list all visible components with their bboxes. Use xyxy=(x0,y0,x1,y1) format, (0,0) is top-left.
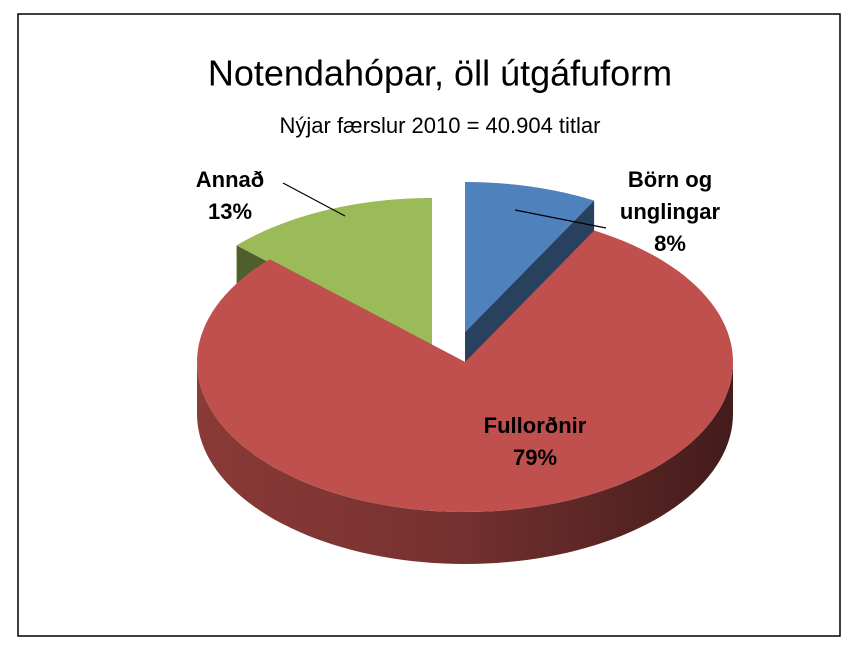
category-label: Börn og unglingar xyxy=(619,167,721,224)
chart-title: Notendahópar, öll útgáfuform xyxy=(208,53,672,94)
data-label: Annað 13% xyxy=(170,164,290,228)
category-label: Annað xyxy=(195,167,265,192)
slice xyxy=(236,198,432,348)
value-label: 13% xyxy=(207,199,253,224)
slice xyxy=(197,230,733,512)
labels: Börn og unglingar 8% Fullorðnir 79% Annað 13% xyxy=(170,164,745,474)
category-label: Fullorðnir xyxy=(483,413,587,438)
value-label: 8% xyxy=(654,231,686,256)
data-label: Börn og unglingar 8% xyxy=(595,164,745,260)
data-label-box: Annað 13% xyxy=(170,164,290,228)
pie xyxy=(197,182,733,564)
slice-side xyxy=(197,362,733,564)
data-label-box: Fullorðnir 79% xyxy=(455,410,615,474)
leader-line xyxy=(514,209,607,229)
chart-subtitle: Nýjar færslur 2010 = 40.904 titlar xyxy=(280,113,601,138)
leader-line xyxy=(282,182,346,217)
data-label: Fullorðnir 79% xyxy=(455,410,615,474)
value-label: 79% xyxy=(512,445,558,470)
data-label-box: Börn og unglingar 8% xyxy=(595,164,745,260)
